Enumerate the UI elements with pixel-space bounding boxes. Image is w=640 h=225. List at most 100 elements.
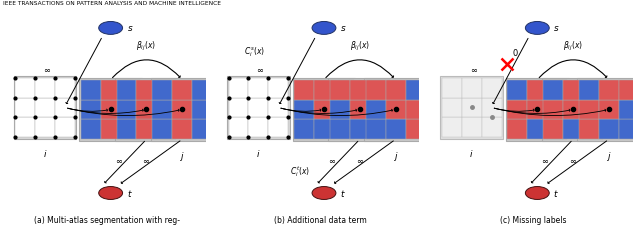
Bar (442, 118, 461, 138)
Text: 0: 0 (513, 49, 518, 58)
Bar (151, 79, 214, 141)
Bar (406, 100, 426, 120)
Bar (156, 100, 176, 120)
Text: $C_i^s(x)$: $C_i^s(x)$ (244, 46, 265, 59)
Bar (563, 120, 583, 140)
Bar (619, 100, 639, 120)
Bar (527, 100, 547, 120)
Bar (406, 80, 426, 100)
Bar (81, 100, 100, 120)
Bar (314, 80, 334, 100)
Bar (370, 120, 390, 140)
Bar (136, 80, 156, 100)
Text: $t$: $t$ (340, 188, 346, 199)
Bar (440, 77, 503, 139)
Text: $\infty$: $\infty$ (143, 156, 150, 165)
Bar (294, 120, 314, 140)
Bar (120, 80, 140, 100)
Bar (442, 78, 461, 98)
Bar (599, 120, 619, 140)
Bar (55, 118, 75, 138)
Bar (100, 100, 120, 120)
Bar (563, 100, 583, 120)
Bar (136, 120, 156, 140)
Bar (248, 78, 268, 98)
Bar (386, 120, 406, 140)
Bar (330, 120, 350, 140)
Bar (55, 98, 75, 118)
Text: $\infty$: $\infty$ (470, 65, 477, 74)
Bar (563, 80, 583, 100)
Bar (461, 78, 482, 98)
Bar (268, 78, 288, 98)
Bar (547, 100, 567, 120)
Bar (583, 120, 603, 140)
Text: (c) Missing labels: (c) Missing labels (500, 215, 566, 224)
Bar (482, 78, 502, 98)
Text: $\infty$: $\infty$ (569, 156, 577, 165)
Text: $s$: $s$ (340, 24, 346, 33)
Bar (156, 120, 176, 140)
Bar (599, 80, 619, 100)
Bar (599, 100, 619, 120)
Bar (100, 80, 120, 100)
Bar (386, 80, 406, 100)
Bar (192, 100, 212, 120)
Bar (116, 120, 136, 140)
Bar (328, 79, 391, 141)
Text: $i$: $i$ (256, 148, 260, 159)
Bar (482, 118, 502, 138)
Ellipse shape (99, 22, 123, 35)
Bar (508, 100, 527, 120)
Text: $\infty$: $\infty$ (43, 65, 51, 74)
Bar (508, 120, 527, 140)
Bar (116, 100, 136, 120)
Bar (55, 78, 75, 98)
Bar (527, 120, 547, 140)
Bar (115, 79, 178, 141)
Bar (294, 80, 314, 100)
Text: $\infty$: $\infty$ (328, 156, 336, 165)
Bar (543, 120, 563, 140)
Bar (370, 80, 390, 100)
Bar (268, 118, 288, 138)
Bar (547, 80, 567, 100)
Bar (314, 100, 334, 120)
Bar (120, 120, 140, 140)
Bar (15, 118, 35, 138)
Text: (b) Additional data term: (b) Additional data term (274, 215, 366, 224)
Bar (330, 100, 350, 120)
Text: $\infty$: $\infty$ (115, 156, 123, 165)
Bar (527, 80, 547, 100)
Ellipse shape (525, 187, 549, 200)
Bar (334, 80, 354, 100)
Bar (350, 80, 370, 100)
Text: $\beta_{ij}(x)$: $\beta_{ij}(x)$ (136, 40, 156, 53)
Bar (506, 79, 569, 141)
Text: $\beta_{ij}(x)$: $\beta_{ij}(x)$ (563, 40, 583, 53)
Bar (577, 79, 640, 141)
Text: $s$: $s$ (553, 24, 560, 33)
Text: (a) Multi-atlas segmentation with reg-
ularisation: (a) Multi-atlas segmentation with reg- u… (34, 215, 180, 225)
Text: $C_i^t(x)$: $C_i^t(x)$ (290, 163, 310, 178)
Bar (228, 118, 248, 138)
Text: $j$: $j$ (393, 150, 398, 162)
Bar (15, 78, 35, 98)
Bar (386, 100, 406, 120)
Bar (364, 79, 427, 141)
Text: $t$: $t$ (127, 188, 132, 199)
Bar (248, 98, 268, 118)
Bar (314, 120, 334, 140)
Bar (579, 120, 599, 140)
Bar (227, 77, 290, 139)
Text: $\infty$: $\infty$ (356, 156, 364, 165)
Text: IEEE TRANSACTIONS ON PATTERN ANALYSIS AND MACHINE INTELLIGENCE: IEEE TRANSACTIONS ON PATTERN ANALYSIS AN… (3, 1, 221, 6)
Bar (583, 80, 603, 100)
Text: $j$: $j$ (606, 150, 612, 162)
Bar (334, 120, 354, 140)
Bar (619, 120, 639, 140)
Bar (35, 98, 55, 118)
Bar (370, 100, 390, 120)
Bar (79, 79, 142, 141)
Bar (172, 80, 192, 100)
